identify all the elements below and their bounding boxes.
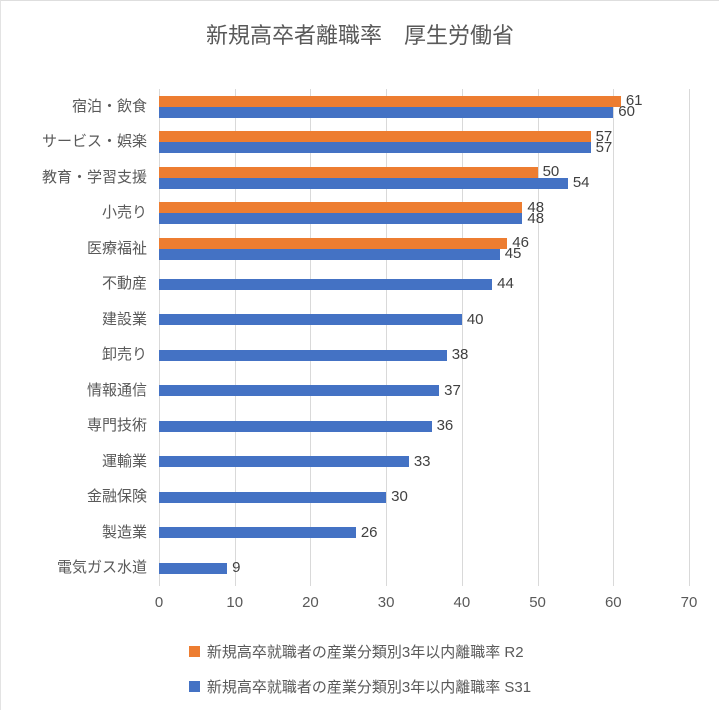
data-label: 61 xyxy=(625,92,643,110)
category-label: 専門技術 xyxy=(86,417,147,435)
bar-r2 xyxy=(159,237,508,249)
x-tick-label: 10 xyxy=(226,594,244,611)
gridline xyxy=(613,89,615,586)
gridline xyxy=(386,89,388,586)
bar-s31 xyxy=(159,314,462,326)
bar-r2 xyxy=(159,166,538,178)
gridline xyxy=(159,89,160,586)
category-label: 金融保険 xyxy=(86,488,147,506)
data-label: 37 xyxy=(444,381,461,399)
data-label: 26 xyxy=(360,523,378,541)
category-label: 不動産 xyxy=(101,275,147,293)
category-label: 製造業 xyxy=(101,523,147,541)
data-label: 60 xyxy=(618,103,635,121)
category-label: 建設業 xyxy=(101,310,147,328)
data-label: 9 xyxy=(232,559,241,577)
gridline xyxy=(310,89,312,586)
bar-s31 xyxy=(159,106,614,118)
category-label: 医療福祉 xyxy=(86,239,147,257)
chart-title: 新規高卒者離職率 厚生労働省 xyxy=(205,23,514,48)
data-label: 40 xyxy=(466,310,484,328)
data-label: 57 xyxy=(595,127,613,145)
x-tick-label: 20 xyxy=(302,594,319,611)
x-tick-label: 70 xyxy=(680,594,698,611)
x-tick-label: 40 xyxy=(453,594,471,611)
legend-swatch-r2-icon xyxy=(188,646,200,657)
category-label: 運輸業 xyxy=(101,452,147,470)
x-tick-label: 60 xyxy=(604,594,622,611)
x-tick-label: 0 xyxy=(154,594,164,611)
bar-s31 xyxy=(159,142,591,154)
bar-s31 xyxy=(159,491,387,503)
bar-r2 xyxy=(159,131,591,143)
bar-s31 xyxy=(159,562,228,574)
category-label: 教育・学習支援 xyxy=(41,168,147,186)
bar-r2 xyxy=(159,202,523,214)
bar-s31 xyxy=(159,213,523,225)
gridline xyxy=(537,89,539,586)
data-label: 48 xyxy=(527,209,545,227)
bar-s31 xyxy=(159,385,440,397)
data-label: 46 xyxy=(512,234,529,252)
category-label: 卸売り xyxy=(101,346,147,364)
category-label: 電気ガス水道 xyxy=(56,559,147,577)
x-tick-label: 50 xyxy=(529,594,546,611)
legend-label-s31: 新規高卒就職者の産業分類別3年以内離職率 S31 xyxy=(206,679,532,696)
data-label: 50 xyxy=(542,163,560,181)
data-label: 54 xyxy=(572,174,590,192)
data-label: 44 xyxy=(497,275,514,293)
data-label: 38 xyxy=(451,346,469,364)
legend-items: 新規高卒就職者の産業分類別3年以内離職率 R2 新規高卒就職者の産業分類別3年以… xyxy=(188,641,532,697)
category-label: 小売り xyxy=(101,204,147,222)
data-label: 48 xyxy=(527,198,545,216)
data-label: 30 xyxy=(391,488,408,506)
bar-s31 xyxy=(159,349,447,361)
bar-s31 xyxy=(159,527,356,539)
x-tick-label: 30 xyxy=(377,594,395,611)
bar-s31 xyxy=(159,278,493,290)
data-label: 36 xyxy=(436,417,454,435)
legend-item-r2: 新規高卒就職者の産業分類別3年以内離職率 R2 xyxy=(188,641,524,662)
bar-s31 xyxy=(159,420,432,432)
data-label: 45 xyxy=(504,245,522,263)
category-label: 宿泊・飲食 xyxy=(71,97,147,115)
legend: 新規高卒就職者の産業分類別3年以内離職率 R2 新規高卒就職者の産業分類別3年以… xyxy=(1,641,719,697)
gridline xyxy=(234,89,236,586)
bar-s31 xyxy=(159,248,500,260)
bar-s31 xyxy=(159,177,568,189)
data-label: 33 xyxy=(413,452,431,470)
legend-label-r2: 新規高卒就職者の産業分類別3年以内離職率 R2 xyxy=(206,644,524,661)
legend-item-s31: 新規高卒就職者の産業分類別3年以内離職率 S31 xyxy=(188,676,532,697)
gridline xyxy=(689,89,690,586)
category-label: サービス・娯楽 xyxy=(41,133,147,151)
data-label: 57 xyxy=(595,138,613,156)
legend-swatch-s31-icon xyxy=(188,681,200,692)
bar-s31 xyxy=(159,456,409,468)
bar-r2 xyxy=(159,95,621,107)
gridline xyxy=(461,89,463,586)
category-label: 情報通信 xyxy=(86,381,147,399)
